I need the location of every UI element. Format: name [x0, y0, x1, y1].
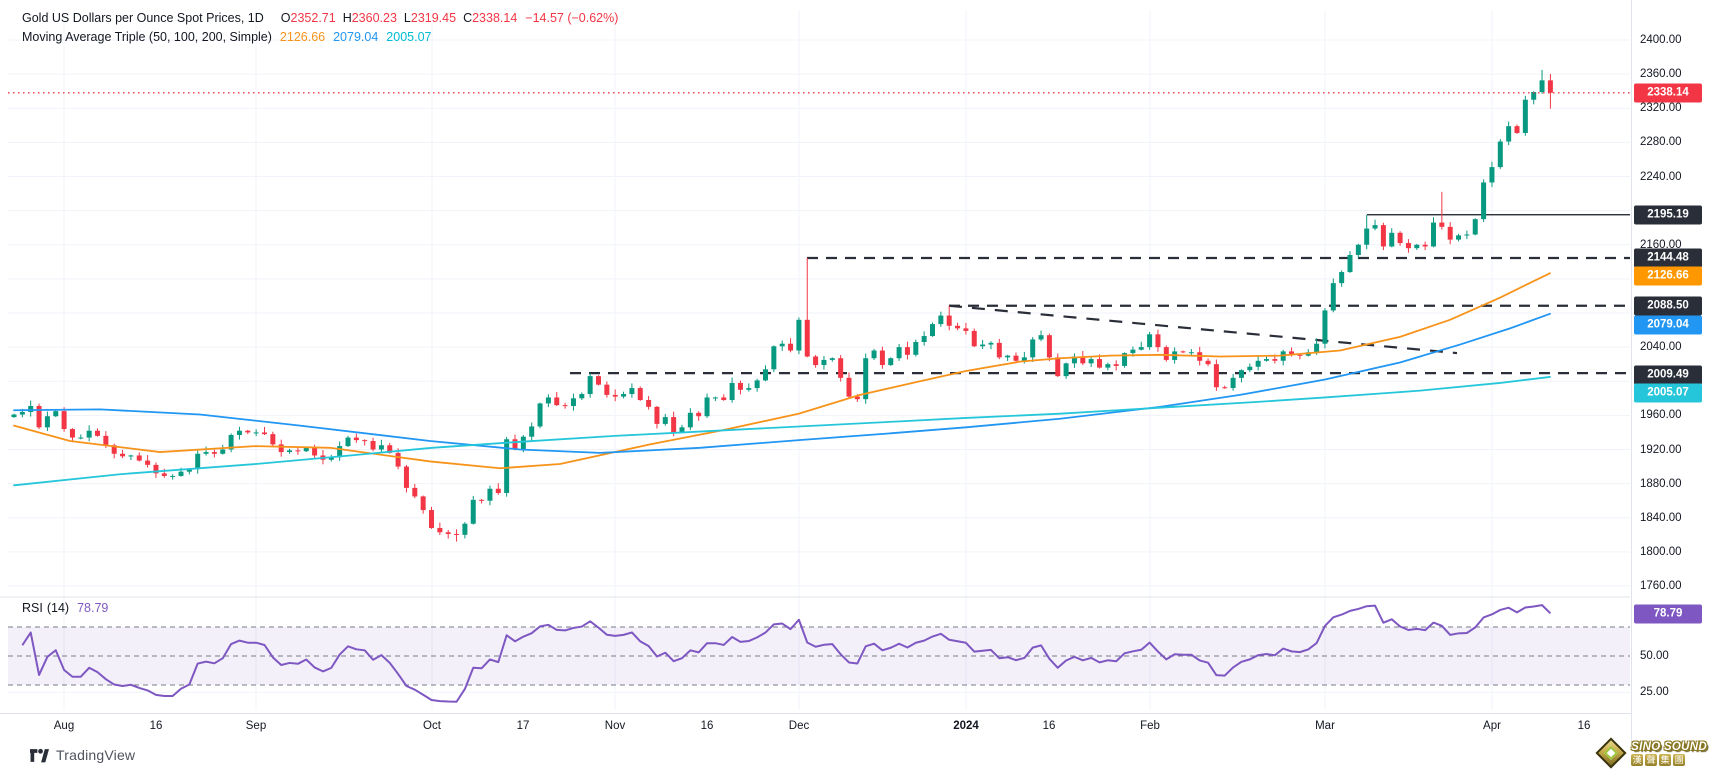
price-tick-label: 2160.00 [1640, 238, 1682, 251]
price-badge: 2005.07 [1634, 383, 1702, 403]
price-tick-label: 1800.00 [1640, 545, 1682, 558]
price-badge: 2338.14 [1634, 83, 1702, 103]
time-tick-label: Apr [1483, 720, 1501, 732]
rsi-indicator-title: RSI [22, 601, 43, 615]
ma200-value: 2005.07 [386, 30, 432, 44]
sino-chinese-char: 集 [1659, 753, 1672, 766]
time-tick-label: 16 [700, 720, 714, 732]
tradingview-icon [30, 748, 49, 763]
low-label: L [403, 11, 411, 25]
close-label: C [463, 11, 473, 25]
ma-indicator-title: Moving Average Triple (50, 100, 200, Sim… [22, 30, 272, 44]
time-tick-label: Dec [788, 720, 810, 732]
time-tick-label: Nov [604, 720, 626, 732]
time-tick-label: Sep [245, 720, 267, 732]
time-tick-label: 16 [1042, 720, 1056, 732]
low-value: 2319.45 [410, 11, 457, 25]
change-value: −14.57 (−0.62%) [525, 11, 619, 25]
chart-legend: Gold US Dollars per Ounce Spot Prices, 1… [22, 9, 618, 47]
close-value: 2338.14 [472, 11, 518, 25]
price-badge: 2009.49 [1634, 365, 1702, 385]
time-tick-label: Aug [53, 720, 75, 732]
symbol-legend-row[interactable]: Gold US Dollars per Ounce Spot Prices, 1… [22, 9, 618, 28]
price-tick-label: 2360.00 [1640, 68, 1682, 81]
price-tick-label: 50.00 [1640, 650, 1669, 662]
price-tick-label: 2320.00 [1640, 102, 1682, 115]
high-label: H [342, 11, 352, 25]
price-tick-label: 25.00 [1640, 686, 1669, 699]
sino-sound-logo: SINO SOUND 漢聲集團 [1595, 737, 1707, 769]
time-tick-label: Feb [1140, 720, 1160, 732]
sino-sound-label: SINO SOUND [1631, 740, 1707, 753]
ma50-value: 2126.66 [279, 30, 326, 44]
time-tick-label: Mar [1315, 720, 1335, 732]
price-tick-label: 1760.00 [1640, 580, 1682, 592]
open-label: O [280, 11, 291, 25]
price-badge: 2144.48 [1634, 248, 1702, 268]
price-badge: 78.79 [1634, 604, 1702, 624]
sino-chinese-char: 聲 [1645, 753, 1658, 766]
price-badge: 2079.04 [1634, 315, 1702, 335]
sino-chinese-label: 漢聲集團 [1631, 753, 1707, 766]
rsi-legend-row[interactable]: RSI (14) 78.79 [22, 601, 108, 615]
symbol-title: Gold US Dollars per Ounce Spot Prices, 1… [22, 11, 264, 25]
price-badge: 2195.19 [1634, 205, 1702, 225]
sino-chinese-char: 漢 [1631, 753, 1644, 766]
price-axis[interactable]: 2400.00 2360.00 2320.00 2280.00 2240.00 2160.… [1631, 0, 1713, 742]
time-tick-label: 16 [1577, 720, 1591, 732]
tradingview-label: TradingView [56, 747, 136, 763]
price-tick-label: 1960.00 [1640, 409, 1682, 422]
price-tick-label: 2400.00 [1640, 34, 1682, 46]
time-tick-label: Oct [423, 720, 441, 732]
time-axis[interactable]: Aug 16 Sep Oct 17 Nov 16 Dec 2024 16 Feb Mar Apr 16 [0, 713, 1631, 743]
price-tick-label: 1840.00 [1640, 511, 1682, 524]
price-badge: 2126.66 [1634, 266, 1702, 286]
ma100-value: 2079.04 [333, 30, 379, 44]
sino-chinese-char: 團 [1673, 753, 1686, 766]
ma-legend-row[interactable]: Moving Average Triple (50, 100, 200, Sim… [22, 28, 618, 47]
time-tick-label: 2024 [953, 720, 979, 732]
time-tick-label: 17 [516, 720, 530, 732]
price-tick-label: 2040.00 [1640, 341, 1682, 354]
high-value: 2360.23 [351, 11, 397, 25]
price-tick-label: 2280.00 [1640, 136, 1682, 149]
tradingview-logo[interactable]: TradingView [30, 747, 135, 763]
price-tick-label: 1920.00 [1640, 443, 1682, 456]
time-tick-label: 16 [149, 720, 163, 732]
price-tick-label: 2240.00 [1640, 170, 1682, 183]
rsi-value: 78.79 [77, 601, 109, 615]
rsi-params: (14) [46, 601, 70, 615]
price-badge: 2088.50 [1634, 296, 1702, 316]
open-value: 2352.71 [290, 11, 336, 25]
sino-diamond-icon [1595, 737, 1627, 769]
price-tick-label: 1880.00 [1640, 477, 1682, 490]
